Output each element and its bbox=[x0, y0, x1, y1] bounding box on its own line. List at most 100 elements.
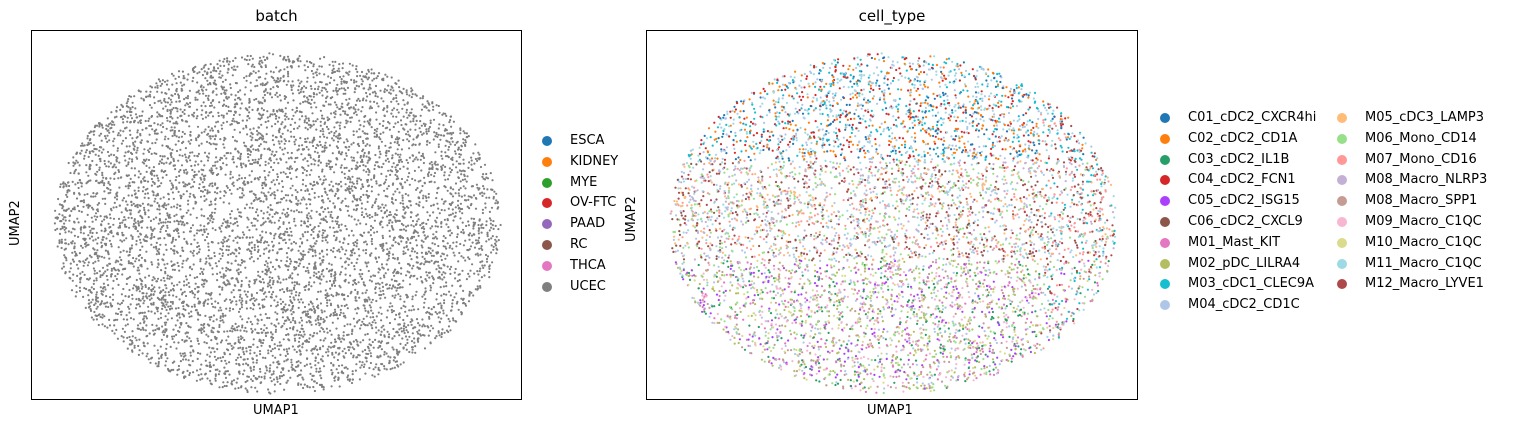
scatter-point bbox=[151, 180, 154, 183]
scatter-point bbox=[274, 232, 277, 235]
scatter-point bbox=[125, 250, 128, 253]
scatter-point bbox=[252, 368, 255, 371]
scatter-point bbox=[436, 163, 439, 166]
scatter-point bbox=[269, 187, 272, 190]
scatter-point bbox=[326, 241, 329, 244]
scatter-point bbox=[488, 196, 491, 199]
scatter-point bbox=[221, 288, 224, 291]
scatter-point bbox=[164, 315, 167, 318]
scatter-point bbox=[104, 270, 107, 273]
scatter-point bbox=[73, 172, 76, 175]
scatter-point bbox=[172, 284, 176, 287]
scatter-point bbox=[368, 304, 371, 307]
scatter-point bbox=[381, 203, 384, 206]
scatter-point bbox=[447, 325, 451, 328]
scatter-point bbox=[172, 186, 175, 189]
scatter-point bbox=[189, 290, 192, 294]
scatter-point bbox=[251, 144, 254, 147]
scatter-point bbox=[170, 206, 173, 209]
scatter-point bbox=[250, 180, 253, 183]
scatter-point bbox=[362, 193, 365, 196]
scatter-point bbox=[165, 116, 169, 120]
scatter-point bbox=[197, 342, 200, 345]
scatter-point bbox=[434, 311, 437, 314]
scatter-point bbox=[419, 224, 422, 227]
scatter-point bbox=[237, 157, 240, 160]
scatter-point bbox=[369, 234, 372, 237]
scatter-point bbox=[157, 352, 160, 355]
scatter-point bbox=[214, 161, 217, 164]
scatter-point bbox=[166, 119, 169, 122]
scatter-point bbox=[225, 384, 228, 388]
scatter-point bbox=[137, 222, 140, 225]
scatter-point bbox=[165, 303, 168, 306]
scatter-point bbox=[140, 114, 143, 117]
scatter-point bbox=[96, 203, 99, 206]
scatter-point bbox=[130, 117, 134, 120]
scatter-point bbox=[319, 290, 322, 293]
scatter-point bbox=[225, 112, 229, 115]
scatter-point bbox=[182, 77, 185, 80]
scatter-point bbox=[317, 270, 320, 274]
scatter-point bbox=[87, 174, 90, 177]
scatter-point bbox=[242, 350, 245, 354]
scatter-point bbox=[266, 211, 269, 214]
scatter-point bbox=[200, 142, 203, 145]
scatter-point bbox=[150, 152, 153, 155]
scatter-point bbox=[370, 301, 373, 304]
scatter-point bbox=[184, 104, 187, 107]
scatter-point bbox=[217, 67, 220, 70]
scatter-point bbox=[76, 161, 79, 164]
scatter-point bbox=[322, 231, 325, 235]
scatter-point bbox=[228, 353, 232, 356]
scatter-point bbox=[145, 250, 148, 253]
scatter-point bbox=[387, 84, 390, 87]
scatter-point bbox=[381, 281, 384, 284]
scatter-point bbox=[319, 129, 322, 133]
scatter-point bbox=[470, 163, 473, 166]
scatter-point bbox=[316, 88, 320, 91]
scatter-point bbox=[105, 274, 108, 278]
scatter-point bbox=[105, 127, 108, 131]
scatter-point bbox=[402, 318, 405, 322]
scatter-point bbox=[268, 280, 271, 284]
plot-area bbox=[31, 30, 522, 400]
scatter-point bbox=[359, 195, 362, 199]
scatter-point bbox=[63, 228, 66, 231]
scatter-point bbox=[462, 289, 465, 292]
scatter-point bbox=[170, 282, 173, 285]
scatter-point bbox=[316, 118, 319, 121]
scatter-point bbox=[201, 117, 204, 120]
scatter-point bbox=[180, 223, 183, 226]
scatter-point bbox=[256, 390, 259, 393]
scatter-point bbox=[250, 297, 253, 300]
scatter-point bbox=[202, 92, 205, 95]
scatter-point bbox=[101, 126, 104, 129]
scatter-point bbox=[249, 352, 252, 355]
scatter-point bbox=[229, 170, 232, 173]
scatter-point bbox=[223, 353, 226, 356]
scatter-point bbox=[315, 93, 318, 96]
scatter-point bbox=[214, 203, 217, 206]
scatter-point bbox=[218, 72, 221, 75]
scatter-point bbox=[193, 234, 196, 237]
scatter-point bbox=[367, 269, 370, 273]
scatter-point bbox=[234, 222, 237, 225]
scatter-point bbox=[397, 293, 400, 296]
scatter-point bbox=[385, 316, 388, 319]
scatter-point bbox=[340, 201, 343, 204]
scatter-point bbox=[245, 126, 248, 129]
scatter-point bbox=[237, 347, 240, 350]
scatter-point bbox=[333, 171, 336, 174]
scatter-point bbox=[223, 146, 226, 149]
scatter-point bbox=[310, 163, 313, 166]
scatter-point bbox=[178, 326, 181, 329]
scatter-point bbox=[478, 153, 481, 156]
scatter-point bbox=[428, 180, 431, 184]
scatter-point bbox=[71, 180, 74, 183]
scatter-point bbox=[377, 193, 380, 196]
scatter-point bbox=[286, 167, 289, 170]
scatter-point bbox=[207, 94, 210, 97]
scatter-point bbox=[251, 236, 254, 239]
scatter-point bbox=[396, 121, 400, 124]
